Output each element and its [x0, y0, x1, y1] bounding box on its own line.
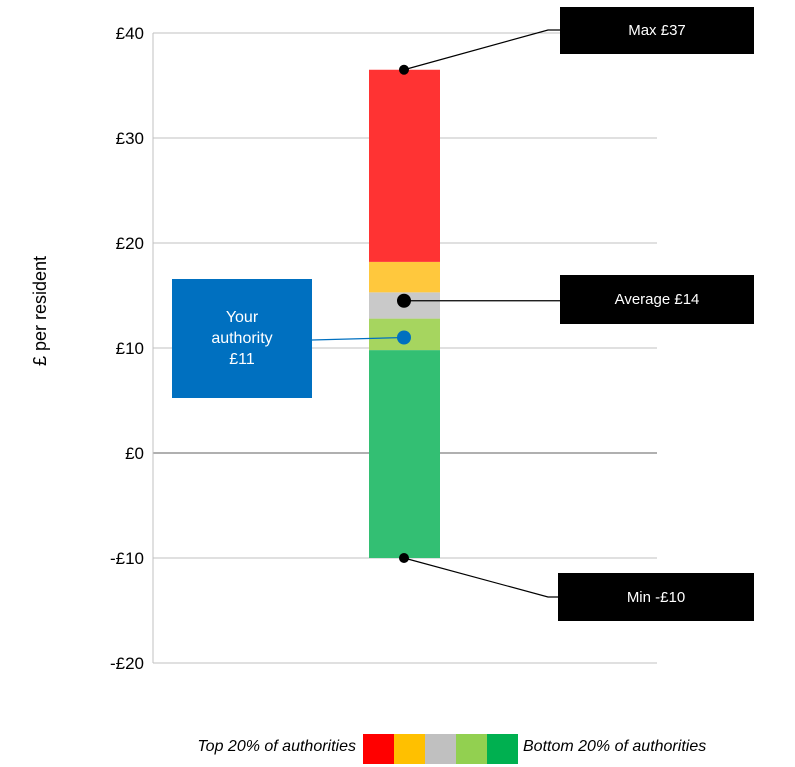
max-callout: Max £37: [560, 7, 754, 54]
chart-svg: £40 £30 £20 £10 £0 -£10 -£20 £ per resident: [30, 24, 657, 673]
max-marker: [399, 64, 409, 75]
legend-swatch-light-green: [456, 734, 487, 764]
max-connector: [403, 29, 560, 71]
your-authority-line-3: £11: [229, 351, 255, 368]
legend-swatch-red: [363, 734, 394, 764]
average-callout-label: Average £14: [614, 291, 700, 308]
min-callout: Min -£10: [558, 573, 754, 621]
y-tick-label-0: £40: [116, 24, 144, 43]
y-tick-label-5: -£10: [110, 549, 144, 568]
y-tick-label-6: -£20: [110, 654, 144, 673]
legend-top-label: Top 20% of authorities: [197, 738, 356, 755]
legend: Top 20% of authorities Bottom 20% of aut…: [0, 734, 795, 764]
min-marker: [399, 553, 409, 563]
your-authority-line-1: Your: [225, 309, 259, 326]
y-axis-label: £ per resident: [30, 256, 50, 366]
average-callout: Average £14: [560, 275, 754, 324]
average-marker: [397, 293, 411, 308]
legend-swatch-amber: [394, 734, 425, 764]
bar-segment-3: [369, 261, 440, 293]
min-callout-label: Min -£10: [626, 588, 686, 606]
max-callout-label: Max £37: [628, 22, 686, 39]
your-authority-marker: [397, 330, 411, 345]
y-tick-labels: £40 £30 £20 £10 £0 -£10 -£20: [110, 24, 144, 673]
legend-bottom-label: Bottom 20% of authorities: [523, 738, 707, 755]
your-authority-connector: [311, 336, 405, 341]
bar-segment-4: [369, 69, 440, 262]
callout-connectors: [311, 29, 560, 598]
bar-segment-0: [369, 350, 440, 558]
y-tick-label-4: £0: [125, 444, 144, 463]
y-tick-label-2: £20: [116, 234, 144, 253]
y-tick-label-1: £30: [116, 129, 144, 148]
min-connector: [403, 557, 558, 598]
your-authority-callout: Your authority £11: [172, 279, 312, 398]
y-tick-label-3: £10: [116, 339, 144, 358]
stacked-bar: [369, 69, 440, 558]
legend-swatch-green: [487, 734, 518, 764]
your-authority-line-2: authority: [211, 330, 273, 347]
legend-swatch-grey: [425, 734, 456, 764]
